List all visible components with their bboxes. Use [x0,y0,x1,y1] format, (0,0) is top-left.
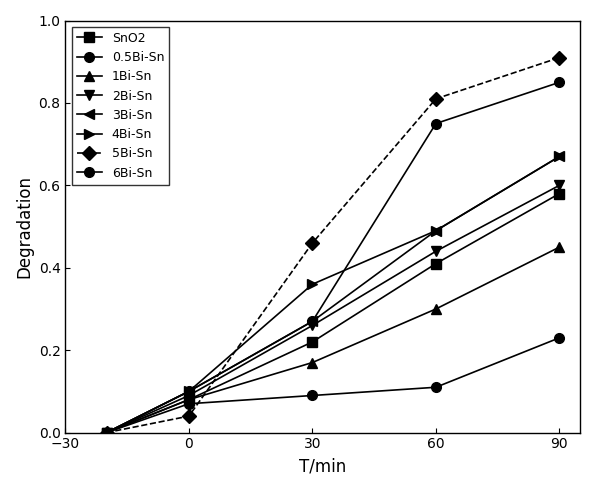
Line: SnO2: SnO2 [102,189,564,438]
4Bi-Sn [186,389,193,394]
6Bi-Sn [433,121,440,126]
Y-axis label: Degradation: Degradation [15,175,33,278]
3Bi-Sn [433,228,440,234]
0.5Bi-Sn [556,335,563,341]
6Bi-Sn [309,318,316,324]
5Bi-Sn [186,413,193,419]
6Bi-Sn [556,79,563,85]
1Bi-Sn [186,397,193,403]
SnO2 [556,191,563,196]
Line: 3Bi-Sn: 3Bi-Sn [102,151,564,438]
4Bi-Sn [103,430,110,436]
Line: 5Bi-Sn: 5Bi-Sn [102,53,564,438]
2Bi-Sn [103,430,110,436]
X-axis label: T/min: T/min [299,457,346,475]
4Bi-Sn [433,228,440,234]
3Bi-Sn [186,389,193,394]
2Bi-Sn [556,182,563,188]
5Bi-Sn [103,430,110,436]
SnO2 [103,430,110,436]
0.5Bi-Sn [309,392,316,398]
6Bi-Sn [186,389,193,394]
SnO2 [186,397,193,403]
1Bi-Sn [309,360,316,366]
1Bi-Sn [433,306,440,312]
SnO2 [309,339,316,345]
SnO2 [433,261,440,267]
2Bi-Sn [433,248,440,254]
0.5Bi-Sn [103,430,110,436]
2Bi-Sn [309,322,316,328]
5Bi-Sn [433,96,440,102]
Line: 6Bi-Sn: 6Bi-Sn [102,77,564,438]
1Bi-Sn [103,430,110,436]
Line: 2Bi-Sn: 2Bi-Sn [102,180,564,438]
4Bi-Sn [309,281,316,287]
4Bi-Sn [556,153,563,159]
6Bi-Sn [103,430,110,436]
5Bi-Sn [309,240,316,246]
3Bi-Sn [556,153,563,159]
3Bi-Sn [309,318,316,324]
Line: 0.5Bi-Sn: 0.5Bi-Sn [102,333,564,438]
2Bi-Sn [186,392,193,398]
Legend: SnO2, 0.5Bi-Sn, 1Bi-Sn, 2Bi-Sn, 3Bi-Sn, 4Bi-Sn, 5Bi-Sn, 6Bi-Sn: SnO2, 0.5Bi-Sn, 1Bi-Sn, 2Bi-Sn, 3Bi-Sn, … [71,27,169,185]
Line: 4Bi-Sn: 4Bi-Sn [102,151,564,438]
3Bi-Sn [103,430,110,436]
1Bi-Sn [556,244,563,250]
5Bi-Sn [556,55,563,61]
0.5Bi-Sn [186,401,193,407]
Line: 1Bi-Sn: 1Bi-Sn [102,242,564,438]
0.5Bi-Sn [433,384,440,390]
